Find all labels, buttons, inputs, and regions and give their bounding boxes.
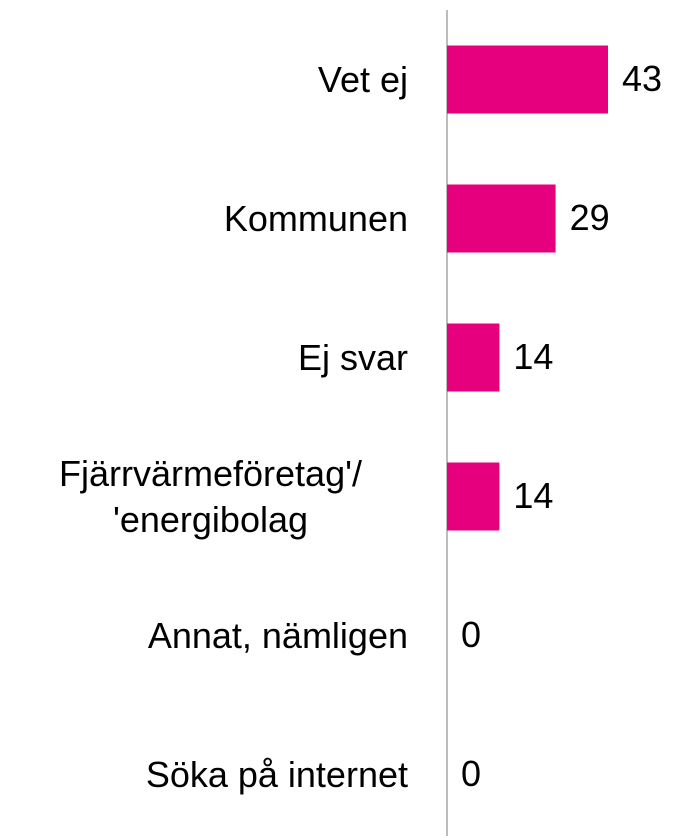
category-label: Vet ej [317, 58, 408, 100]
bar [447, 184, 556, 253]
value-label: 14 [513, 475, 553, 516]
category-label-box: Kommunen [0, 149, 408, 288]
bar [447, 45, 608, 114]
category-label-box: Fjärrvärmeföretag'/ 'energibolag [0, 427, 408, 566]
category-label-box: Söka på internet [0, 705, 408, 836]
category-label: Söka på internet [145, 753, 408, 795]
bar [447, 323, 500, 392]
category-label-box: Ej svar [0, 288, 408, 427]
category-label: Kommunen [223, 197, 408, 239]
category-label-box: Vet ej [0, 10, 408, 149]
category-label: Annat, nämligen [147, 614, 408, 656]
category-label: Ej svar [297, 336, 408, 378]
category-label-box: Annat, nämligen [0, 566, 408, 705]
value-label: 43 [622, 58, 662, 99]
value-label: 29 [570, 197, 610, 238]
category-label: Fjärrvärmeföretag'/ 'energibolag [59, 452, 362, 540]
value-label: 0 [461, 614, 481, 655]
value-label: 0 [461, 753, 481, 794]
bar [447, 462, 500, 531]
value-label: 14 [513, 336, 553, 377]
